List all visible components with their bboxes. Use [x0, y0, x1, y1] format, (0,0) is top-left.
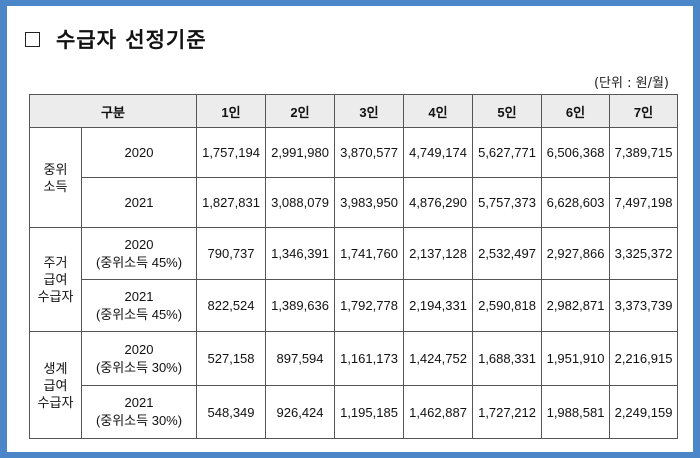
value-cell: 7,497,198 [609, 177, 679, 228]
row-category-line: 급여 [43, 377, 68, 393]
row-category-line: 수급자 [37, 394, 74, 410]
row-year: 2020 [124, 341, 154, 357]
value-cell: 2,532,497 [472, 227, 543, 280]
row-category-line: 생계 [43, 360, 68, 376]
value-cell: 1,988,581 [541, 385, 611, 439]
row-label: 2021 (중위소득 30%) [80, 385, 198, 439]
row-year: 2020 [124, 236, 154, 252]
value-cell: 1,757,194 [196, 127, 267, 178]
header-household-3: 3인 [334, 94, 405, 128]
value-cell: 5,757,373 [472, 177, 543, 228]
row-year: 2021 [124, 194, 154, 210]
row-category-line: 수급자 [37, 289, 74, 304]
value-cell: 2,991,980 [265, 127, 336, 178]
value-cell: 3,325,372 [609, 227, 679, 280]
header-household-4: 4인 [403, 94, 474, 128]
title-text: 수급자 선정기준 [56, 28, 207, 52]
row-label: 2021 (중위소득 45%) [80, 279, 198, 332]
row-category: 생계 급여 수급자 [29, 331, 82, 439]
table-header-row: 구분 1인 2인 3인 4인 5인 6인 7인 [28, 94, 679, 128]
header-category: 구분 [28, 94, 198, 128]
value-cell: 1,195,185 [334, 385, 405, 439]
header-household-5: 5인 [472, 94, 543, 128]
value-cell: 790,737 [196, 227, 267, 280]
value-cell: 2,216,915 [609, 331, 679, 386]
value-cell: 2,590,818 [472, 279, 543, 332]
row-label: 2021 [80, 177, 198, 228]
table-row: 생계 급여 수급자 2020 (중위소득 30%) 527,158 897,594 1,161… [29, 331, 679, 439]
header-household-6: 6인 [541, 94, 611, 128]
value-cell: 6,628,603 [541, 177, 611, 228]
row-basis: (중위소득 30%) [95, 413, 183, 428]
value-cell: 1,389,636 [265, 279, 336, 332]
value-cell: 3,870,577 [334, 127, 405, 178]
value-cell: 1,424,752 [403, 331, 474, 386]
value-cell: 1,792,778 [334, 279, 405, 332]
row-year: 2021 [124, 395, 154, 410]
row-category: 중위 소득 [29, 127, 82, 228]
row-year: 2020 [124, 144, 154, 160]
criteria-table: 구분 1인 2인 3인 4인 5인 6인 7인 중위 소득 2020 1,757,194 2,991,9… [28, 94, 679, 439]
value-cell: 7,389,715 [609, 127, 679, 178]
value-cell: 1,346,391 [265, 227, 336, 280]
value-cell: 548,349 [196, 385, 267, 439]
value-cell: 926,424 [265, 385, 336, 439]
value-cell: 822,524 [196, 279, 267, 332]
row-category-line: 소득 [43, 178, 68, 194]
value-cell: 1,727,212 [472, 385, 543, 439]
document-frame: 수급자 선정기준 (단위 : 원/월) 구분 1인 2인 3인 4인 5인 6인 7인 중위 소득… [7, 6, 693, 452]
value-cell: 897,594 [265, 331, 336, 386]
value-cell: 1,827,831 [196, 177, 267, 228]
value-cell: 2,249,159 [609, 385, 679, 439]
row-category-line: 중위 [43, 161, 68, 177]
row-basis: (중위소득 45%) [95, 306, 183, 322]
row-category-line: 주거 [43, 255, 68, 270]
value-cell: 5,627,771 [472, 127, 543, 178]
value-cell: 4,876,290 [403, 177, 474, 228]
value-cell: 1,741,760 [334, 227, 405, 280]
table-row: 2021 (중위소득 30%) 548,349 926,424 1,195,185 1,4… [30, 385, 679, 439]
value-cell: 527,158 [196, 331, 267, 386]
table-row: 2021 (중위소득 45%) 822,524 1,389,636 1,792,778 2… [30, 279, 679, 332]
row-category-line: 급여 [43, 272, 68, 287]
value-cell: 1,688,331 [472, 331, 543, 386]
value-cell: 3,983,950 [334, 177, 405, 228]
section-title: 수급자 선정기준 [25, 24, 207, 54]
table-row: 중위 소득 2020 1,757,194 2,991,980 3,870,577 4,749… [29, 127, 679, 228]
value-cell: 1,161,173 [334, 331, 405, 386]
value-cell: 2,927,866 [541, 227, 611, 280]
value-cell: 1,462,887 [403, 385, 474, 439]
value-cell: 3,088,079 [265, 177, 336, 228]
value-cell: 6,506,368 [541, 127, 611, 178]
value-cell: 4,749,174 [403, 127, 474, 178]
row-label: 2020 (중위소득 30%) [80, 331, 198, 386]
checkbox-icon [25, 31, 40, 47]
value-cell: 2,194,331 [403, 279, 474, 332]
value-cell: 1,951,910 [541, 331, 611, 386]
value-cell: 2,137,128 [403, 227, 474, 280]
row-year: 2021 [124, 288, 154, 304]
row-label: 2020 (중위소득 45%) [80, 227, 198, 280]
value-cell: 2,982,871 [541, 279, 611, 332]
row-label: 2020 [80, 127, 198, 178]
header-household-1: 1인 [196, 94, 267, 128]
table-row: 2021 1,827,831 3,088,079 3,983,950 4,876,290… [30, 177, 679, 228]
row-basis: (중위소득 30%) [95, 359, 183, 375]
row-basis: (중위소득 45%) [95, 254, 183, 270]
header-household-2: 2인 [265, 94, 336, 128]
header-household-7: 7인 [609, 94, 679, 128]
unit-note: (단위 : 원/월) [593, 76, 669, 91]
value-cell: 3,373,739 [609, 279, 679, 332]
